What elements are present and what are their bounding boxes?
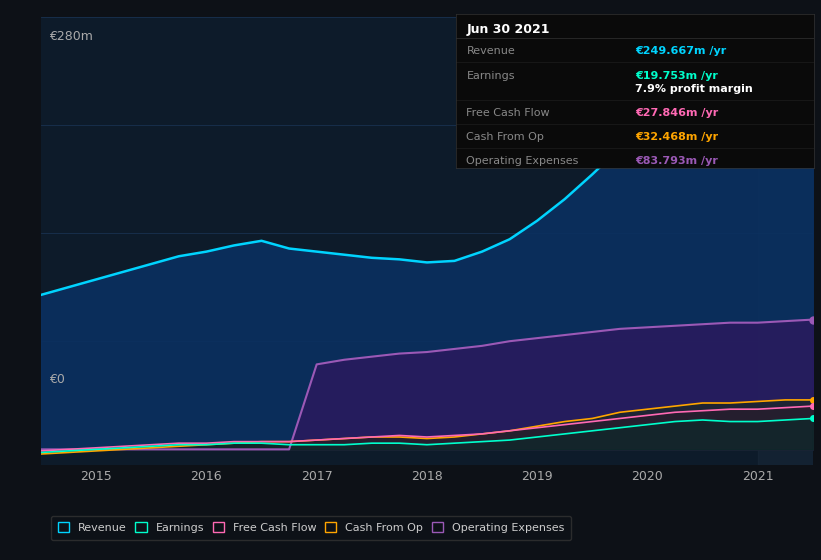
Text: €83.793m /yr: €83.793m /yr	[635, 156, 718, 166]
Text: Free Cash Flow: Free Cash Flow	[466, 108, 550, 118]
Text: 7.9% profit margin: 7.9% profit margin	[635, 84, 753, 94]
Text: €0: €0	[48, 374, 65, 386]
Text: Operating Expenses: Operating Expenses	[466, 156, 579, 166]
Text: Revenue: Revenue	[466, 46, 515, 57]
Text: €32.468m /yr: €32.468m /yr	[635, 132, 718, 142]
Text: €27.846m /yr: €27.846m /yr	[635, 108, 718, 118]
Bar	[758, 17, 813, 465]
Text: Jun 30 2021: Jun 30 2021	[466, 23, 550, 36]
Legend: Revenue, Earnings, Free Cash Flow, Cash From Op, Operating Expenses: Revenue, Earnings, Free Cash Flow, Cash …	[51, 516, 571, 540]
Text: Earnings: Earnings	[466, 71, 515, 81]
Text: Cash From Op: Cash From Op	[466, 132, 544, 142]
Text: €280m: €280m	[48, 30, 93, 43]
Text: €249.667m /yr: €249.667m /yr	[635, 46, 727, 57]
Text: €19.753m /yr: €19.753m /yr	[635, 71, 718, 81]
